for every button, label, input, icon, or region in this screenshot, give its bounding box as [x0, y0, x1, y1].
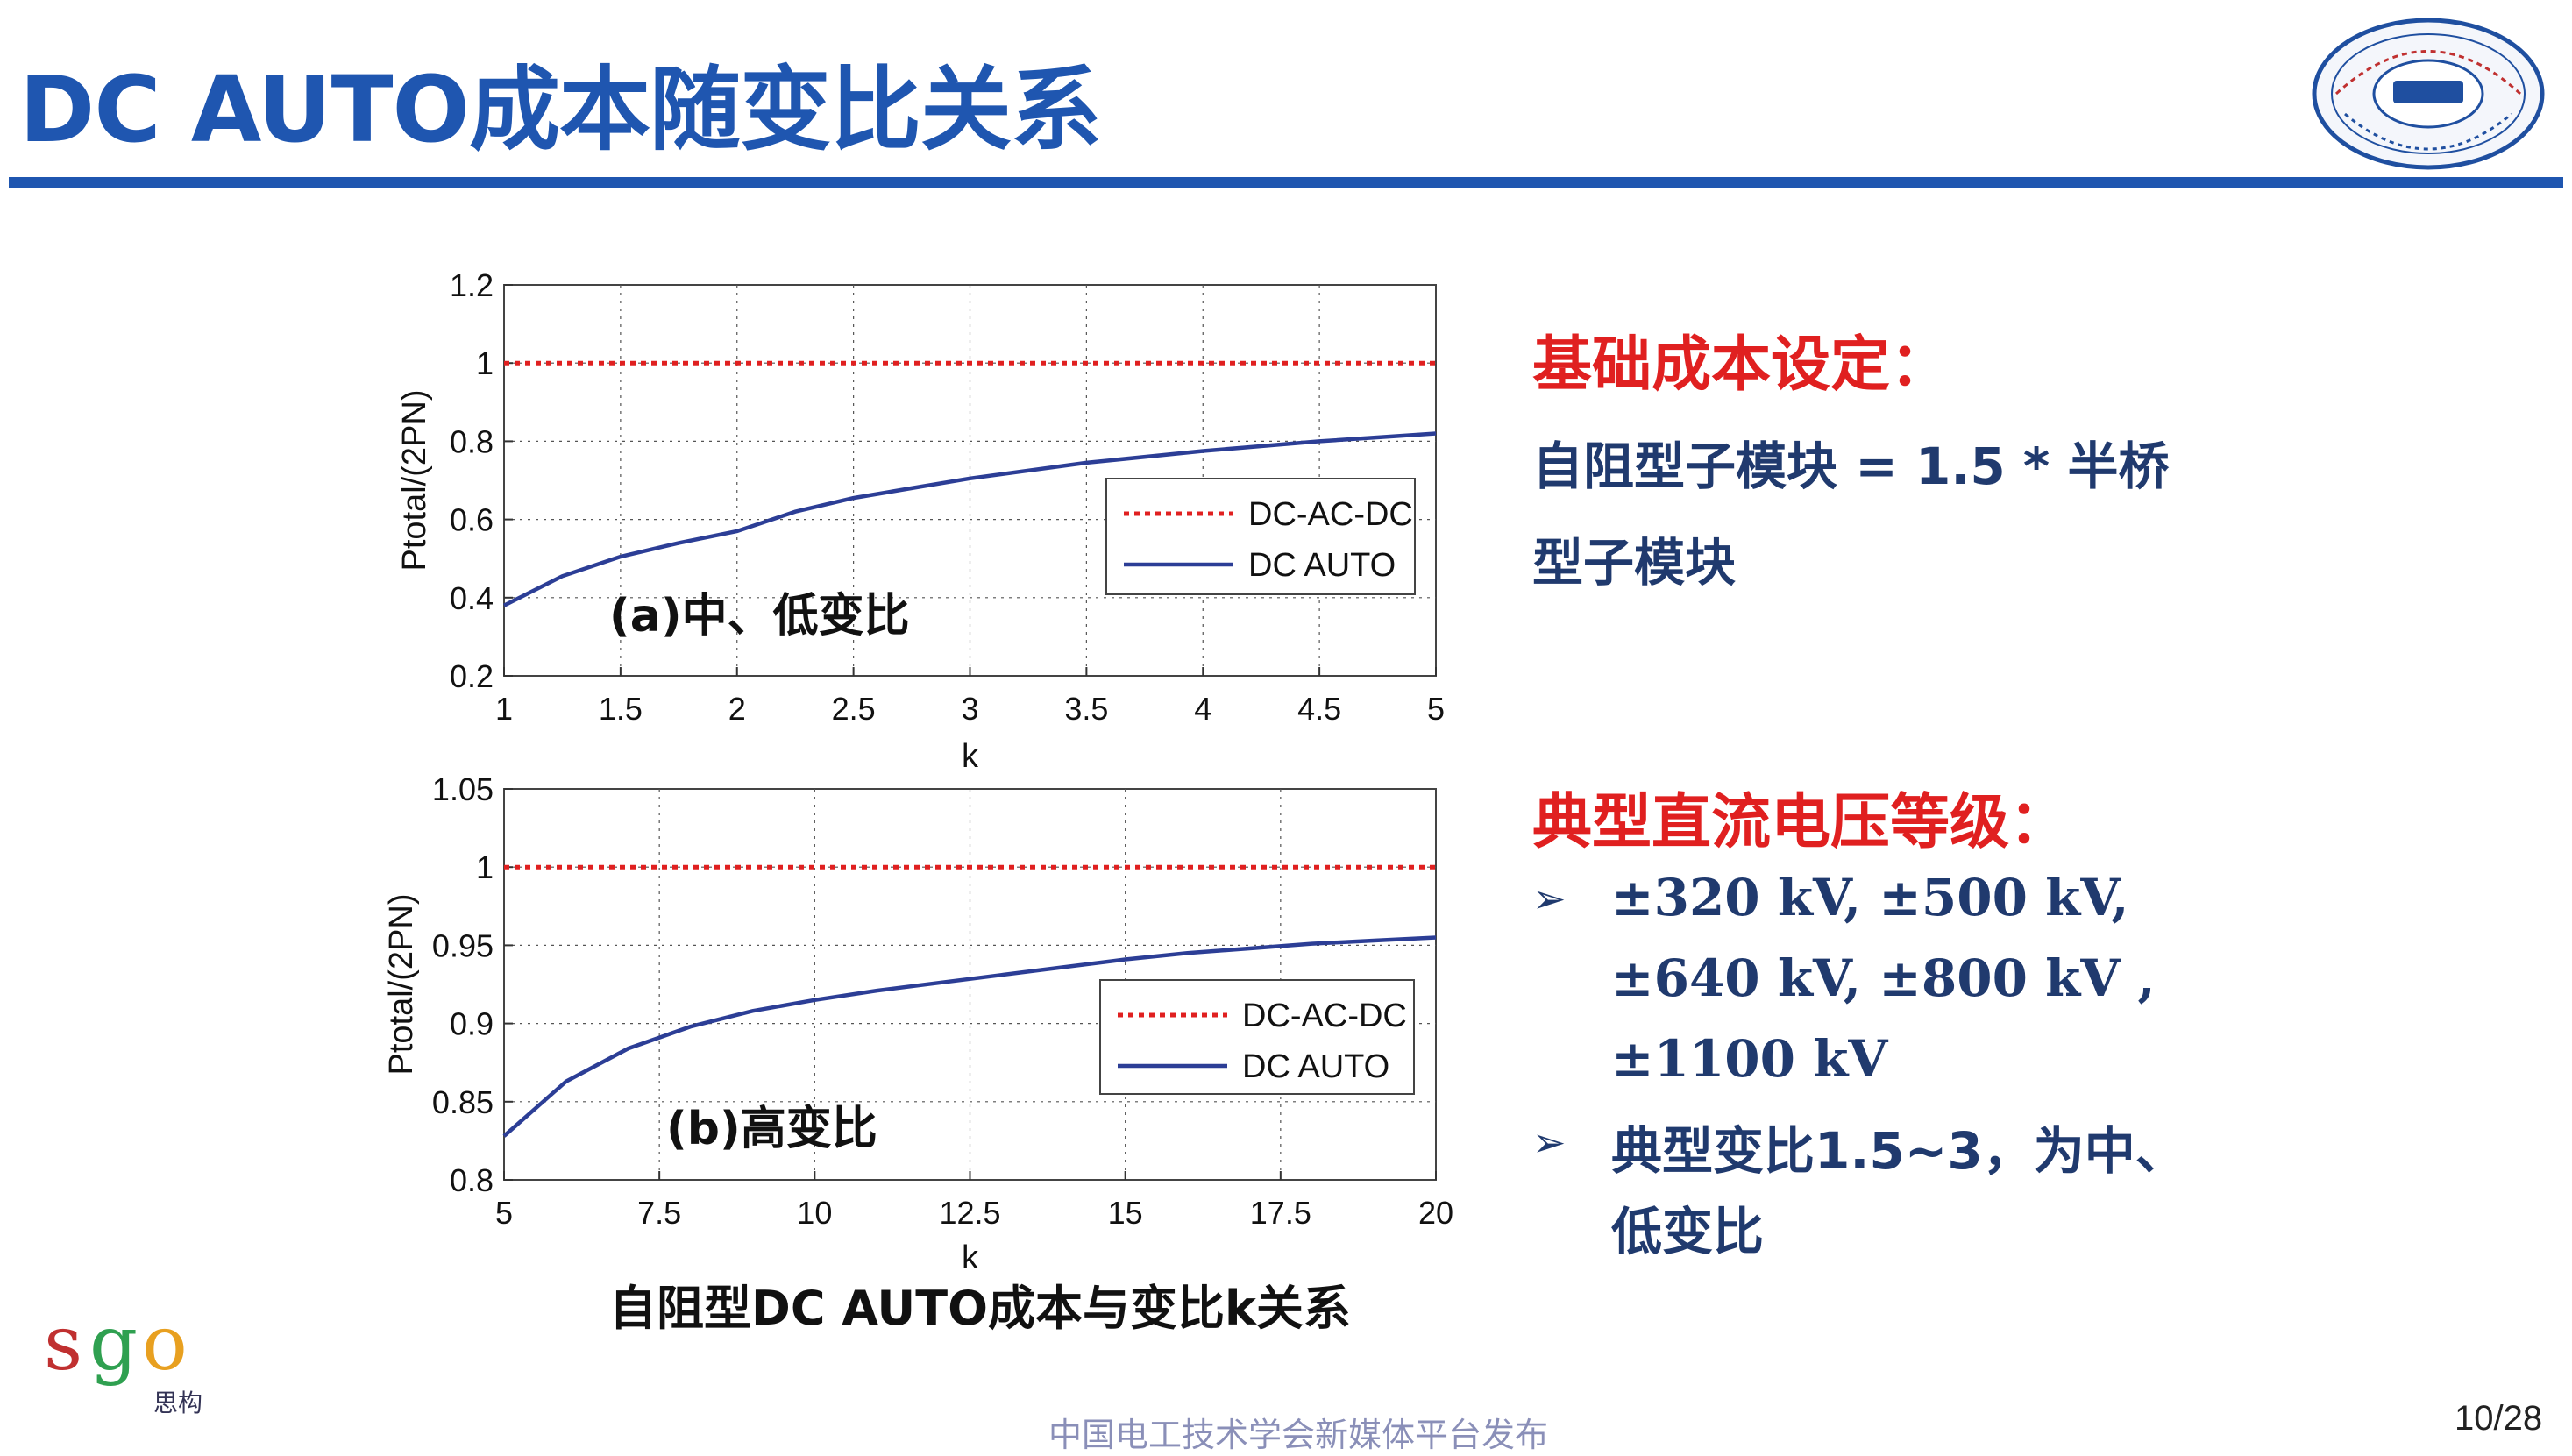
chart-annotation: (a)中、低变比 [609, 590, 910, 643]
x-axis-label: k [962, 738, 979, 775]
y-tick-label: 1 [476, 345, 494, 381]
y-axis-label: Ptotal/(2PN) [383, 894, 420, 1076]
y-axis-label: Ptotal/(2PN) [396, 390, 433, 572]
x-tick-label: 2 [728, 691, 746, 727]
y-tick-label: 0.95 [432, 927, 494, 963]
sgo-letter-s: s [44, 1308, 82, 1388]
x-tick-label: 1 [495, 691, 513, 727]
ratio-note-line-1: 典型变比1.5~3，为中、 [1611, 1110, 2186, 1183]
arrow-bullet-icon: ➢ [1532, 875, 1567, 922]
y-tick-label: 0.6 [450, 502, 494, 538]
y-tick-label: 1 [476, 849, 494, 885]
voltage-line-2: ±640 kV, ±800 kV , [1611, 948, 2156, 1008]
y-tick-label: 0.9 [450, 1006, 494, 1042]
legend-label: DC AUTO [1242, 1048, 1389, 1085]
x-tick-label: 3 [961, 691, 978, 727]
y-tick-label: 1.2 [450, 267, 494, 303]
cost-line-2: 型子模块 [1532, 522, 1736, 595]
x-tick-label: 20 [1418, 1195, 1453, 1231]
chart-a: 1 1.5 2 2.5 3 3.5 4 4.5 5 0.2 0.4 0.6 0.8 1 1.2 k Ptotal… [396, 267, 1445, 775]
voltage-heading: 典型直流电压等级： [1532, 773, 2069, 860]
y-tick-label: 1.05 [432, 771, 494, 807]
voltage-line-1: ±320 kV, ±500 kV, [1611, 868, 2128, 927]
y-tick-label: 0.85 [432, 1084, 494, 1120]
y-tick-label: 0.8 [450, 1162, 494, 1198]
sgo-letter-g: g [89, 1308, 138, 1388]
cost-line-1: 自阻型子模块 = 1.5 * 半桥 [1532, 425, 2169, 499]
legend-label: DC-AC-DC [1242, 998, 1407, 1034]
chart-annotation: (b)高变比 [666, 1103, 877, 1155]
x-tick-label: 5 [495, 1195, 513, 1231]
x-tick-label: 12.5 [939, 1195, 1000, 1231]
sgo-subtext: 思构 [153, 1389, 202, 1417]
x-tick-label: 4.5 [1297, 691, 1341, 727]
x-tick-label: 1.5 [599, 691, 643, 727]
y-tick-label: 0.8 [450, 423, 494, 459]
y-tick-label: 0.4 [450, 580, 494, 616]
legend-label: DC AUTO [1248, 547, 1396, 584]
ratio-note-line-2: 低变比 [1611, 1190, 1764, 1264]
x-tick-label: 3.5 [1064, 691, 1108, 727]
x-tick-label: 4 [1194, 691, 1211, 727]
x-tick-label: 2.5 [832, 691, 876, 727]
cost-heading: 基础成本设定： [1532, 316, 1950, 402]
page-number: 10/28 [2455, 1399, 2542, 1438]
x-tick-label: 7.5 [637, 1195, 681, 1231]
figure-caption: 自阻型DC AUTO成本与变比k关系 [609, 1269, 1351, 1339]
y-tick-label: 0.2 [450, 658, 494, 694]
voltage-line-3: ±1100 kV [1611, 1029, 1887, 1089]
footer-text: 中国电工技术学会新媒体平台发布 [1048, 1408, 1548, 1456]
arrow-bullet-icon: ➢ [1532, 1119, 1567, 1166]
x-tick-label: 17.5 [1250, 1195, 1311, 1231]
sgo-letter-o: o [142, 1308, 188, 1388]
legend-label: DC-AC-DC [1248, 496, 1413, 533]
x-tick-label: 5 [1427, 691, 1445, 727]
x-tick-label: 10 [797, 1195, 832, 1231]
sgo-logo: s g o 思构 [44, 1308, 219, 1422]
x-tick-label: 15 [1108, 1195, 1143, 1231]
